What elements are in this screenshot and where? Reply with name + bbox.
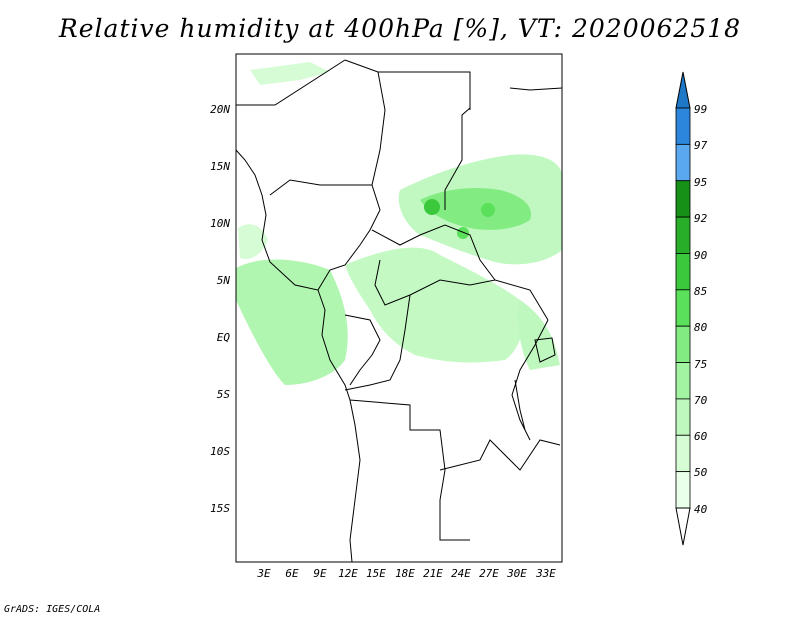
humidity-field-center: [345, 247, 525, 363]
lat-label: 15S: [210, 502, 230, 515]
lake-tanganyika: [514, 379, 526, 431]
legend-label: 92: [694, 212, 708, 225]
legend-color-box: [675, 471, 691, 509]
humidity-field-nw: [250, 62, 330, 85]
lat-label: EQ: [217, 331, 231, 344]
lon-axis: 3E 6E 9E 12E 15E 18E 21E 24E 27E 30E 33E: [256, 567, 556, 580]
legend-color-box: [675, 107, 691, 145]
legend-color-box: [675, 253, 691, 291]
grads-credit: GrADS: IGES/COLA: [4, 604, 101, 615]
border-east: [509, 87, 563, 91]
coastline-west: [235, 149, 361, 563]
legend-color-box: [675, 289, 691, 327]
legend-color-box: [675, 143, 691, 182]
border-north-b: [344, 59, 386, 186]
lat-axis: 20N 15N 10N 5N EQ 5S 10S 15S: [210, 103, 230, 515]
legend-color-box: [675, 325, 691, 363]
country-boundaries: [235, 59, 563, 563]
border-nigeria-north: [269, 179, 372, 196]
border-congo: [344, 314, 381, 386]
legend-label: 80: [694, 321, 708, 334]
legend-label: 90: [694, 249, 708, 262]
border-angola: [349, 399, 470, 541]
lake-victoria: [534, 337, 556, 363]
legend-label: 50: [694, 466, 708, 479]
lon-label: 6E: [285, 567, 299, 580]
legend-label: 40: [694, 503, 708, 516]
humidity-shading: [236, 62, 562, 385]
legend-label: 70: [694, 394, 708, 407]
lon-label: 15E: [366, 567, 386, 580]
lon-label: 12E: [338, 567, 358, 580]
border-north-a: [236, 59, 346, 106]
lon-label: 27E: [479, 567, 499, 580]
legend-label: 97: [694, 139, 708, 152]
map-title: Relative humidity at 400hPa [%], VT: 202…: [58, 14, 742, 43]
border-nigeria-east: [317, 184, 381, 291]
color-legend: 99 97 95 92 90 85 80 75 70 60 50 40: [675, 71, 708, 546]
border-chad-car: [371, 224, 496, 281]
border-drc-north: [344, 294, 411, 391]
border-zambia: [439, 439, 561, 471]
lon-label: 30E: [506, 567, 527, 580]
border-car-south: [374, 259, 549, 321]
humidity-spot-1: [424, 199, 440, 215]
lon-label: 18E: [395, 567, 415, 580]
humidity-field-core: [420, 188, 531, 230]
map-frame: [235, 53, 563, 563]
legend-color-box: [675, 180, 691, 218]
legend-color-box: [675, 362, 691, 400]
legend-label: 75: [694, 358, 707, 371]
legend-label: 60: [694, 430, 708, 443]
lat-label: 10S: [210, 445, 230, 458]
humidity-field-west: [236, 259, 348, 385]
lat-label: 10N: [210, 217, 230, 230]
lat-label: 15N: [210, 160, 230, 173]
lat-label: 5S: [217, 388, 231, 401]
legend-label: 85: [694, 285, 707, 298]
lat-label: 5N: [217, 274, 231, 287]
lon-label: 24E: [451, 567, 471, 580]
border-drc-east: [511, 319, 549, 441]
humidity-spot-3: [481, 203, 495, 217]
legend-label: 95: [694, 176, 707, 189]
lon-label: 3E: [256, 567, 271, 580]
legend-color-box: [675, 216, 691, 254]
humidity-spot-2: [457, 227, 469, 239]
lat-label: 20N: [210, 103, 230, 116]
legend-arrow-bottom: [675, 507, 691, 546]
lon-label: 9E: [313, 567, 327, 580]
lon-label: 21E: [423, 567, 443, 580]
legend-color-box: [675, 398, 691, 436]
legend-arrow-top: [675, 71, 691, 109]
humidity-field-coast: [238, 224, 268, 260]
legend-color-box: [675, 434, 691, 473]
humidity-field-east: [518, 300, 560, 370]
lon-label: 33E: [535, 567, 556, 580]
legend-label: 99: [694, 103, 707, 116]
